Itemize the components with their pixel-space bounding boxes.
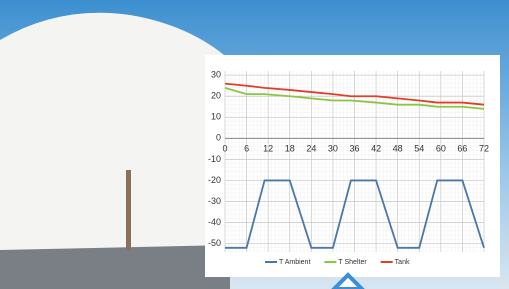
x-tick-label: 30: [328, 144, 338, 154]
y-tick-label: 30: [211, 70, 221, 80]
x-tick-label: 60: [436, 144, 446, 154]
y-tick-label: -50: [208, 238, 221, 248]
y-tick-label: -20: [208, 175, 221, 185]
y-tick-label: 0: [216, 133, 221, 143]
y-tick-label: 10: [211, 112, 221, 122]
chimney: [126, 170, 131, 250]
x-tick-label: 42: [371, 144, 381, 154]
x-tick-label: 36: [349, 144, 359, 154]
x-tick-label: 0: [222, 144, 227, 154]
x-tick-label: 66: [457, 144, 467, 154]
slide: 3020100-10-20-30-40-50061218243036424854…: [0, 0, 509, 289]
x-tick-label: 72: [479, 144, 489, 154]
y-tick-label: -40: [208, 217, 221, 227]
y-tick-label: -30: [208, 196, 221, 206]
legend-label: T Shelter: [338, 259, 367, 266]
legend-label: T Ambient: [279, 259, 310, 266]
town: [0, 245, 230, 289]
x-tick-label: 18: [285, 144, 295, 154]
y-tick-label: 20: [211, 91, 221, 101]
x-tick-label: 54: [414, 144, 424, 154]
x-tick-label: 48: [393, 144, 403, 154]
legend-label: Tank: [395, 259, 410, 266]
x-tick-label: 6: [244, 144, 249, 154]
x-tick-label: 12: [263, 144, 273, 154]
y-tick-label: -10: [208, 154, 221, 164]
x-tick-label: 24: [306, 144, 316, 154]
